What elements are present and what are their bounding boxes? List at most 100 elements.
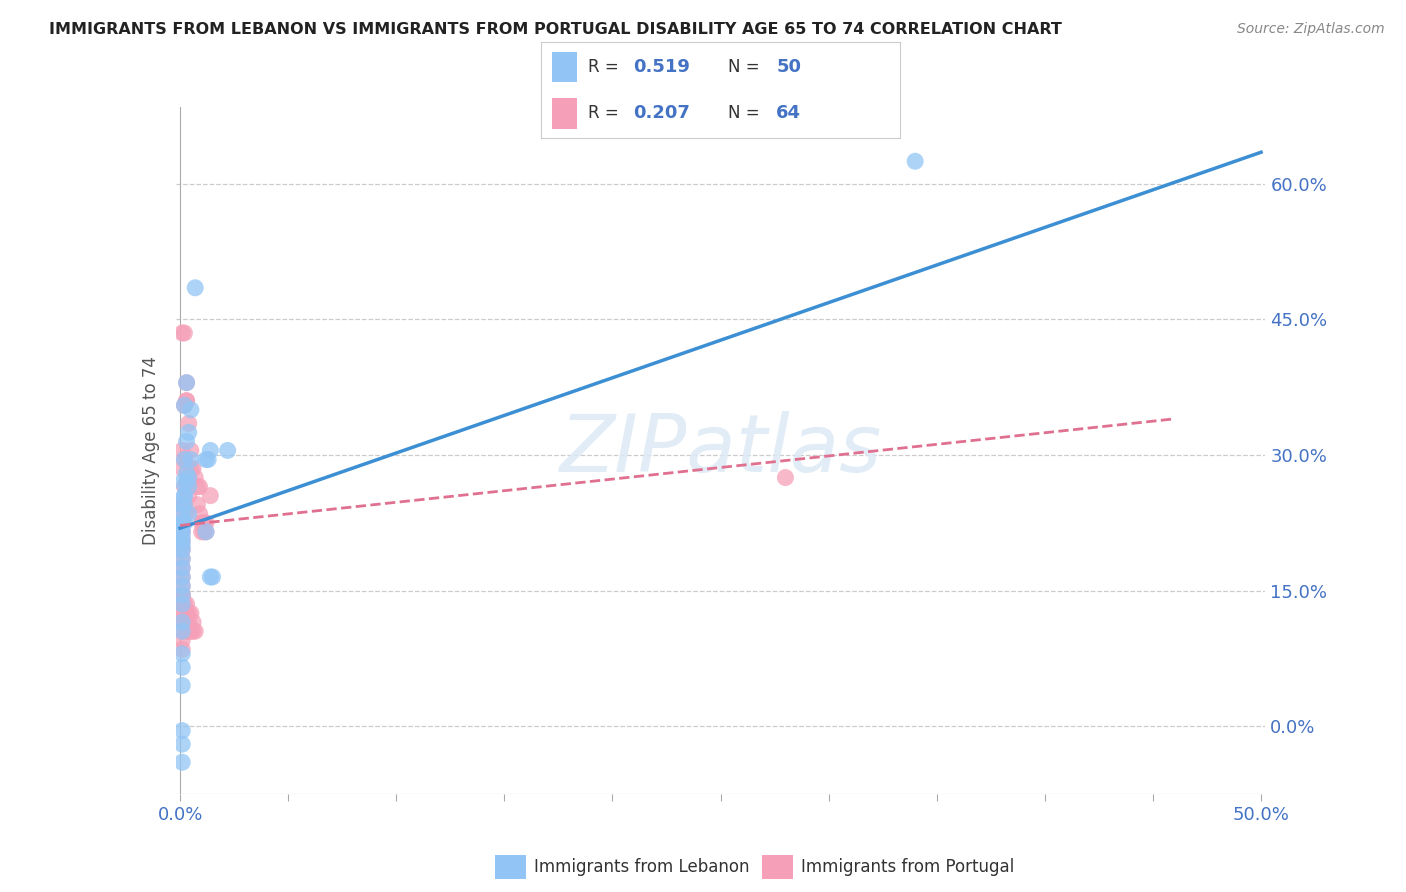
Point xyxy=(181,624,204,639)
Point xyxy=(195,524,218,539)
Point xyxy=(173,326,195,340)
Point xyxy=(180,606,202,620)
Point xyxy=(173,498,195,512)
Point xyxy=(200,489,222,503)
Point xyxy=(176,434,198,449)
Point xyxy=(172,529,194,543)
Point xyxy=(172,579,194,593)
Text: R =: R = xyxy=(588,58,624,76)
Point xyxy=(172,624,194,639)
Point xyxy=(177,489,200,503)
Point xyxy=(193,524,215,539)
Point xyxy=(180,402,202,417)
Point xyxy=(177,624,200,639)
Point xyxy=(172,461,194,475)
Point xyxy=(172,552,194,566)
Point xyxy=(172,533,194,548)
Point xyxy=(172,542,194,557)
Point xyxy=(180,443,202,458)
Point xyxy=(177,480,200,494)
Point xyxy=(176,606,198,620)
Point xyxy=(173,597,195,611)
Point xyxy=(176,393,198,408)
Point xyxy=(177,615,200,630)
Point xyxy=(172,615,194,630)
Point xyxy=(172,570,194,584)
Point xyxy=(173,615,195,630)
Text: 64: 64 xyxy=(776,104,801,122)
Point xyxy=(172,542,194,557)
Point xyxy=(173,398,195,412)
Point xyxy=(172,561,194,575)
Point xyxy=(184,470,207,484)
Point xyxy=(172,516,194,530)
Point xyxy=(184,281,207,295)
Text: R =: R = xyxy=(588,104,624,122)
Point xyxy=(195,516,218,530)
Point xyxy=(177,470,200,484)
Point xyxy=(177,425,200,440)
Point xyxy=(172,660,194,674)
Y-axis label: Disability Age 65 to 74: Disability Age 65 to 74 xyxy=(142,356,160,545)
Point xyxy=(172,633,194,648)
Point xyxy=(172,723,194,738)
Point xyxy=(172,678,194,692)
Point xyxy=(173,452,195,467)
Point xyxy=(181,461,204,475)
Point xyxy=(173,606,195,620)
Point xyxy=(172,737,194,751)
Point xyxy=(172,538,194,552)
Point xyxy=(172,570,194,584)
Text: IMMIGRANTS FROM LEBANON VS IMMIGRANTS FROM PORTUGAL DISABILITY AGE 65 TO 74 CORR: IMMIGRANTS FROM LEBANON VS IMMIGRANTS FR… xyxy=(49,22,1062,37)
Point xyxy=(172,498,194,512)
Point xyxy=(173,516,195,530)
Point xyxy=(172,552,194,566)
Point xyxy=(173,489,195,503)
Point xyxy=(193,516,215,530)
Point xyxy=(172,520,194,534)
Point xyxy=(172,597,194,611)
Point xyxy=(172,516,194,530)
Point xyxy=(775,470,797,484)
Bar xyxy=(553,98,578,128)
Point xyxy=(172,498,194,512)
Point xyxy=(172,597,194,611)
Point xyxy=(172,443,194,458)
Point xyxy=(904,154,927,169)
Text: Immigrants from Lebanon: Immigrants from Lebanon xyxy=(534,858,749,876)
Point xyxy=(180,461,202,475)
Point xyxy=(188,480,211,494)
Text: 50: 50 xyxy=(776,58,801,76)
Point xyxy=(201,570,224,584)
Point xyxy=(172,615,194,630)
Point xyxy=(197,452,219,467)
Text: N =: N = xyxy=(728,104,765,122)
Point xyxy=(177,606,200,620)
Text: Source: ZipAtlas.com: Source: ZipAtlas.com xyxy=(1237,22,1385,37)
Point xyxy=(172,756,194,770)
Point xyxy=(172,624,194,639)
Point xyxy=(176,615,198,630)
Point xyxy=(172,524,194,539)
Point xyxy=(180,452,202,467)
Point xyxy=(172,579,194,593)
Point xyxy=(173,452,195,467)
Point xyxy=(177,470,200,484)
Point xyxy=(172,642,194,657)
Point xyxy=(177,507,200,521)
Point xyxy=(172,533,194,548)
Point xyxy=(172,606,194,620)
Text: 0.519: 0.519 xyxy=(633,58,689,76)
Point xyxy=(180,624,202,639)
Point xyxy=(172,588,194,602)
Point xyxy=(176,597,198,611)
Point xyxy=(176,466,198,480)
Point xyxy=(172,588,194,602)
Point xyxy=(181,615,204,630)
Point xyxy=(200,443,222,458)
Point xyxy=(176,376,198,390)
Point xyxy=(186,498,208,512)
Point xyxy=(173,507,195,521)
Point xyxy=(177,417,200,431)
Text: Immigrants from Portugal: Immigrants from Portugal xyxy=(801,858,1015,876)
